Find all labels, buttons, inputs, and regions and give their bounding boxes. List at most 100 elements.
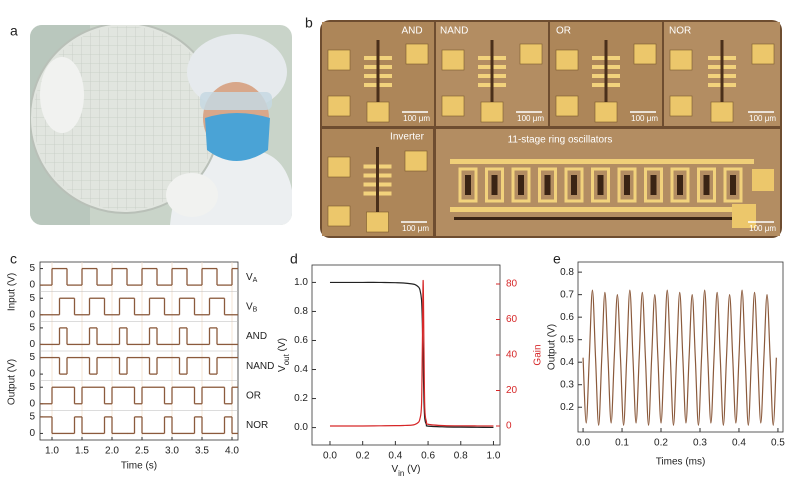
- y-axis-label: Vout (V): [277, 338, 291, 372]
- panel-label: a: [10, 23, 18, 39]
- pad: [327, 205, 351, 227]
- pad: [480, 101, 504, 123]
- y-axis-label: Output (V): [547, 324, 558, 370]
- scale-bar-label: 100 μm: [517, 114, 544, 123]
- data-line: [582, 289, 777, 426]
- panel-label: c: [10, 251, 17, 267]
- stage: [723, 167, 743, 203]
- y2-axis-label: Gain: [533, 344, 544, 365]
- trace-label-sub: B: [253, 307, 258, 314]
- trace-label: VB: [246, 301, 258, 314]
- x-tick-label: 1.0: [45, 446, 59, 457]
- y-tick-label: 0.4: [560, 357, 574, 368]
- y-tick-label: 0: [29, 309, 35, 320]
- pad: [366, 211, 389, 233]
- stage: [697, 167, 716, 203]
- y-tick-label: 0.4: [294, 364, 308, 375]
- y-tick-label: 0.5: [560, 334, 574, 345]
- stage: [485, 167, 504, 203]
- scale-bar-label: 100 μm: [749, 224, 776, 233]
- x-axis-label-sub: in: [398, 469, 404, 477]
- pad: [669, 49, 693, 71]
- pad: [633, 43, 657, 65]
- y-axis-label: Input (V): [7, 273, 18, 311]
- y-tick-label: 0.6: [560, 312, 574, 323]
- x-tick-label: 1.0: [487, 451, 501, 462]
- x-tick-label: 3.0: [165, 446, 179, 457]
- y2-tick-label: 80: [506, 279, 518, 290]
- tile-label: NOR: [669, 26, 691, 37]
- y-tick-label: 5: [29, 352, 35, 363]
- x-tick-label: 4.0: [225, 446, 239, 457]
- pad: [751, 43, 775, 65]
- x-tick-label: 2.0: [105, 446, 119, 457]
- y-tick-label: 0.7: [560, 289, 574, 300]
- tile-label: AND: [401, 26, 422, 37]
- x-tick-label: 0.6: [421, 451, 435, 462]
- y-tick-label: 0.3: [560, 379, 574, 390]
- pad: [752, 169, 774, 191]
- y-tick-label: 0: [29, 428, 35, 439]
- stage: [564, 167, 584, 203]
- y-tick-label: 5: [29, 263, 35, 274]
- x-tick-label: 3.5: [195, 446, 209, 457]
- y-tick-label: 0: [29, 398, 35, 409]
- y-tick-label: 0: [29, 369, 35, 380]
- stage-core: [703, 175, 710, 195]
- y-axis-label: Output (V): [7, 359, 18, 405]
- trace-label-main: NAND: [246, 360, 274, 371]
- stage-core: [730, 175, 736, 195]
- y-tick-label: 0: [29, 280, 35, 291]
- y-tick-label: 0.8: [560, 267, 574, 278]
- pad: [327, 95, 351, 117]
- mask: [205, 113, 270, 161]
- trace-label-main: NOR: [246, 420, 268, 431]
- y-tick-label: 5: [29, 412, 35, 423]
- stage: [644, 167, 663, 203]
- x-tick-label: 0.0: [576, 438, 590, 449]
- trace-label: VA: [246, 271, 258, 284]
- pad: [366, 101, 390, 123]
- y-tick-label: 0.8: [294, 306, 308, 317]
- pad: [327, 49, 351, 71]
- x-axis-label-rest: (V): [404, 464, 420, 475]
- tile-label: NAND: [440, 26, 468, 37]
- panel-label: b: [305, 15, 313, 31]
- y-tick-label: 5: [29, 382, 35, 393]
- scale-bar-label: 100 μm: [749, 114, 776, 123]
- stage: [617, 167, 637, 203]
- pad: [441, 95, 465, 117]
- goggles: [200, 92, 272, 110]
- x-axis-label: Times (ms): [656, 457, 706, 468]
- y-tick-label: 0: [29, 339, 35, 350]
- x-tick-label: 0.5: [771, 438, 785, 449]
- pad: [441, 49, 465, 71]
- scale-bar-label: 100 μm: [402, 224, 429, 233]
- y2-tick-label: 0: [506, 421, 512, 432]
- pad: [555, 49, 579, 71]
- stage: [591, 167, 610, 203]
- y-tick-label: 0.0: [294, 422, 308, 433]
- plot-frame: [311, 264, 501, 446]
- trace-label: NAND: [246, 360, 274, 371]
- x-tick-label: 0.2: [356, 451, 370, 462]
- stage-core: [624, 175, 630, 195]
- stage: [538, 167, 557, 203]
- panel-label: d: [290, 251, 298, 267]
- stage-core: [650, 175, 657, 195]
- x-tick-label: 0.1: [615, 438, 629, 449]
- stage-core: [491, 175, 498, 195]
- stage-core: [571, 175, 577, 195]
- pad: [594, 101, 618, 123]
- tile-label: 11-stage ring oscillators: [508, 135, 613, 146]
- y2-tick-label: 40: [506, 350, 518, 361]
- trace-label-sub: A: [253, 277, 258, 284]
- stage-core: [597, 175, 604, 195]
- y-tick-label: 0.6: [294, 335, 308, 346]
- pad: [555, 95, 579, 117]
- stage: [458, 167, 478, 203]
- x-tick-label: 0.4: [388, 451, 402, 462]
- data-line: [329, 281, 494, 429]
- x-tick-label: 2.5: [135, 446, 149, 457]
